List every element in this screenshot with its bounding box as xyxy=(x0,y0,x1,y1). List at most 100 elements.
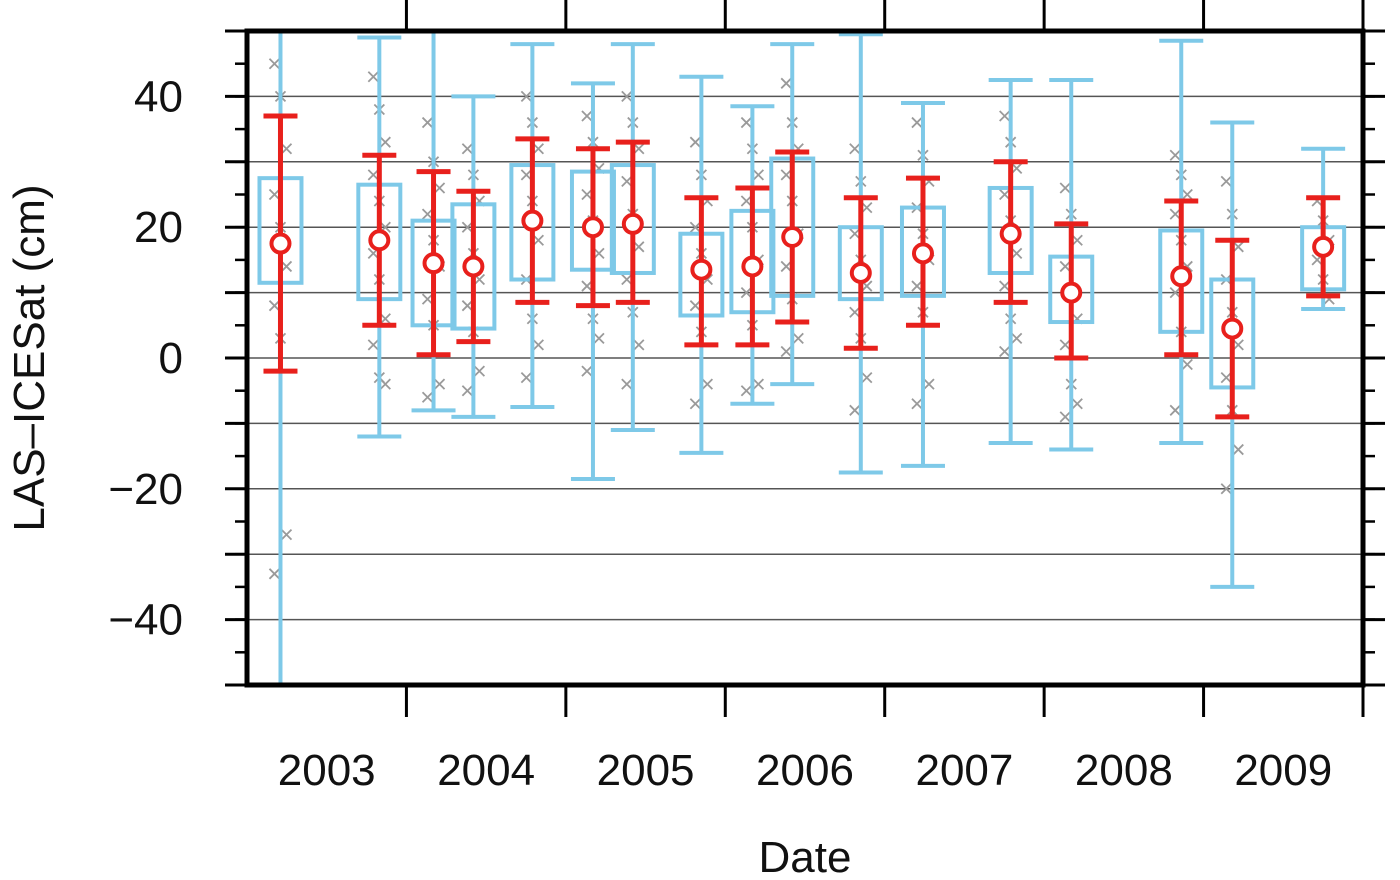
x-tick-labels: 2003 2004 2005 2006 2007 2008 2009 xyxy=(278,746,1332,795)
sample-point xyxy=(433,378,446,390)
sample-point xyxy=(1059,411,1071,423)
y-ticks xyxy=(225,29,1385,687)
y-tick-label: −20 xyxy=(108,465,183,514)
sample-point xyxy=(621,378,633,390)
sample-point xyxy=(379,136,391,148)
sample-point xyxy=(473,365,486,377)
sample-point xyxy=(849,228,861,240)
sample-point xyxy=(532,143,545,155)
sample-point xyxy=(1071,234,1083,246)
sample-point xyxy=(911,116,923,129)
points-layer xyxy=(268,58,1335,580)
mean-marker xyxy=(781,226,804,249)
sample-point xyxy=(1059,260,1071,273)
sample-point xyxy=(1169,286,1181,299)
sample-point xyxy=(849,404,861,416)
sample-point xyxy=(999,345,1011,358)
sample-point xyxy=(633,143,645,155)
sample-point xyxy=(1220,371,1232,384)
sample-point xyxy=(923,378,935,390)
sample-point xyxy=(849,143,861,155)
sample-point xyxy=(532,234,545,246)
sample-point xyxy=(461,385,474,397)
sample-point xyxy=(379,313,391,325)
sample-point xyxy=(689,221,702,233)
sample-point xyxy=(268,568,281,580)
sample-point xyxy=(421,116,434,129)
sample-point xyxy=(520,371,533,384)
mean-marker xyxy=(521,209,544,232)
sample-point xyxy=(1169,149,1181,161)
sample-point xyxy=(532,339,545,351)
sample-point xyxy=(740,286,753,299)
mean-marker xyxy=(1221,317,1244,340)
sample-point xyxy=(367,339,379,351)
x-tick-label: 2009 xyxy=(1234,746,1332,795)
sample-point xyxy=(520,169,533,181)
x-tick-label: 2008 xyxy=(1075,746,1173,795)
sample-point xyxy=(593,332,605,345)
sample-point xyxy=(280,143,293,155)
sample-point xyxy=(433,182,446,194)
sample-point xyxy=(1181,188,1193,201)
sample-point xyxy=(1169,208,1181,220)
x-axis-title: Date xyxy=(759,833,852,880)
sample-point xyxy=(861,371,873,384)
sample-point xyxy=(780,260,792,273)
sample-point xyxy=(268,300,281,312)
sample-point xyxy=(1232,339,1244,351)
mean-marker xyxy=(690,258,713,281)
sample-point xyxy=(1011,247,1023,259)
sample-point xyxy=(461,221,474,233)
sample-point xyxy=(1059,182,1071,194)
sample-point xyxy=(792,332,804,345)
mean-marker xyxy=(1312,235,1335,258)
y-axis-title: LAS–ICESat (cm) xyxy=(5,184,54,531)
sample-point xyxy=(520,90,533,103)
sample-point xyxy=(421,293,434,305)
sample-point xyxy=(621,90,633,103)
sample-point xyxy=(280,528,293,541)
grid-layer xyxy=(247,95,1363,621)
sample-point xyxy=(780,169,792,181)
sample-point xyxy=(740,195,753,207)
sample-point xyxy=(1169,404,1181,416)
mean-marker xyxy=(911,242,934,265)
mean-marker xyxy=(1060,281,1083,304)
y-tick-labels: −40 −20 0 20 40 xyxy=(108,72,183,644)
sample-point xyxy=(421,391,434,403)
mean-marker xyxy=(621,212,644,235)
y-tick-label: 0 xyxy=(159,334,183,383)
x-tick-label: 2007 xyxy=(915,746,1013,795)
sample-point xyxy=(701,378,714,390)
sample-point xyxy=(861,201,873,214)
x-tick-label: 2005 xyxy=(597,746,695,795)
sample-point xyxy=(593,247,605,259)
sample-point xyxy=(999,188,1011,201)
sample-point xyxy=(752,378,765,390)
sample-point xyxy=(740,385,753,397)
sample-point xyxy=(911,398,923,410)
sample-point xyxy=(752,169,765,181)
sample-point xyxy=(1059,339,1071,351)
sample-point xyxy=(461,300,474,312)
y-tick-label: −40 xyxy=(108,596,183,645)
sample-point xyxy=(689,398,702,410)
y-tick-label: 20 xyxy=(134,203,183,252)
sample-point xyxy=(633,339,645,351)
mean-marker xyxy=(422,252,445,275)
sample-point xyxy=(1071,398,1083,410)
y-tick-label: 40 xyxy=(134,72,183,121)
sample-point xyxy=(689,300,702,312)
sample-point xyxy=(621,273,633,286)
sample-point xyxy=(461,143,474,155)
mean-marker xyxy=(741,255,764,278)
sample-point xyxy=(581,188,593,201)
sample-point xyxy=(379,378,391,390)
sample-point xyxy=(621,175,633,188)
sample-point xyxy=(780,345,792,358)
sample-point xyxy=(367,71,379,83)
sample-point xyxy=(633,241,645,253)
sample-point xyxy=(1011,162,1023,174)
sample-point xyxy=(581,280,593,292)
